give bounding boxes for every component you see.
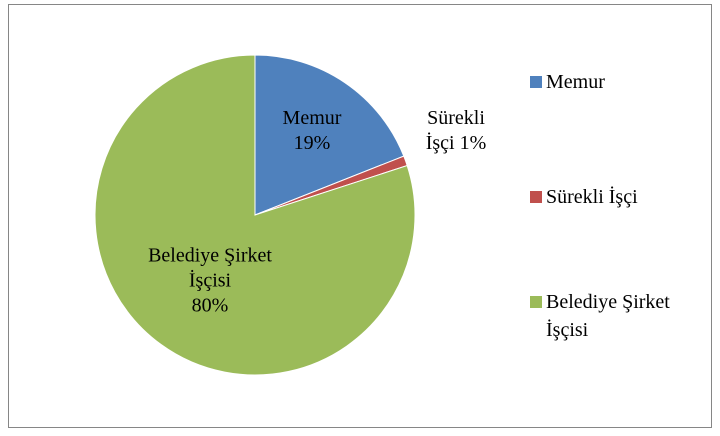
legend-entry: Belediye Şirket İşçisi: [530, 288, 711, 344]
legend-label: Belediye Şirket İşçisi: [546, 291, 670, 341]
pie-slice: [94, 54, 416, 376]
legend-entry: Memur: [530, 68, 711, 96]
legend-swatch: [530, 191, 542, 203]
data-label-category: Sürekli İşçi: [425, 107, 485, 154]
data-label: Belediye Şirket İşçisi 80%: [140, 244, 280, 319]
data-label-value: 1%: [459, 132, 487, 154]
data-label-value: 80%: [191, 294, 229, 317]
legend-label: Sürekli İşçi: [546, 186, 638, 208]
legend-entry: Sürekli İşçi: [530, 183, 711, 211]
data-label-category: Memur: [282, 107, 342, 129]
data-label-category: Belediye Şirket İşçisi: [148, 244, 272, 292]
legend-label: Memur: [546, 71, 605, 93]
legend-swatch: [530, 296, 542, 308]
data-label-value: 19%: [293, 132, 331, 154]
data-label: Sürekli İşçi 1%: [420, 106, 492, 156]
pie-slice: [254, 54, 405, 216]
data-label: Memur 19%: [262, 106, 362, 156]
legend-swatch: [530, 76, 542, 88]
